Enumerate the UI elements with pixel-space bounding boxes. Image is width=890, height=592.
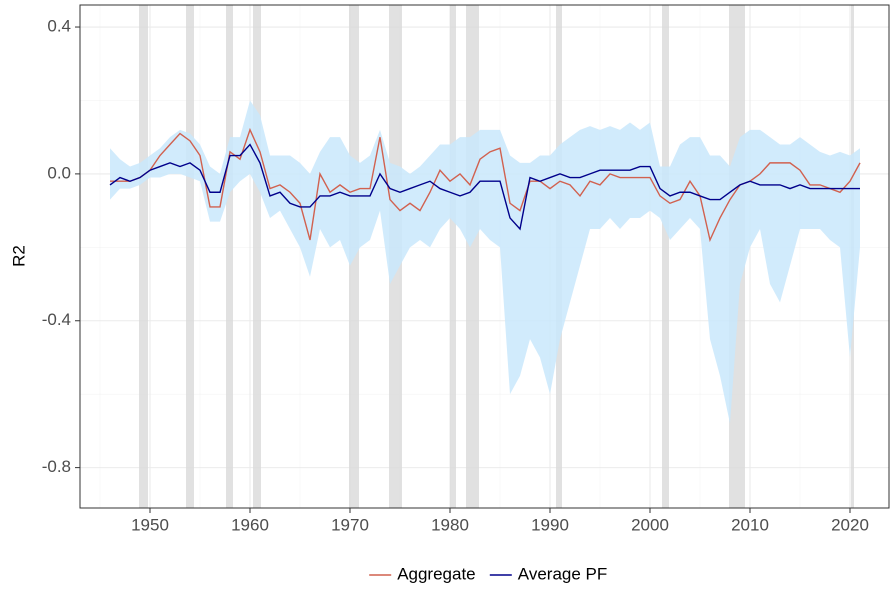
recession-band: [139, 5, 148, 508]
x-tick-label: 1980: [431, 515, 469, 534]
recession-band: [450, 5, 456, 508]
y-axis-label: R2: [9, 245, 28, 267]
plot-background: [80, 5, 889, 508]
x-tick-label: 1950: [131, 515, 169, 534]
y-tick-label: 0.4: [47, 17, 71, 36]
x-tick-label: 2010: [731, 515, 769, 534]
x-tick-label: 2000: [631, 515, 669, 534]
x-tick-label: 1990: [531, 515, 569, 534]
y-tick-label: -0.4: [42, 310, 71, 329]
y-tick-label: 0.0: [47, 163, 71, 182]
x-tick-label: 2020: [831, 515, 869, 534]
recession-band: [466, 5, 479, 508]
recession-band: [253, 5, 261, 508]
x-tick-label: 1960: [231, 515, 269, 534]
series-line: [109, 143, 860, 231]
panel-border: [79, 4, 890, 509]
x-tick-label: 1970: [331, 515, 369, 534]
legend-label: Aggregate: [397, 564, 475, 583]
confidence-band: [110, 100, 860, 424]
legend-label: Average PF: [518, 564, 607, 583]
y-tick-label: -0.8: [42, 457, 71, 476]
recession-band: [226, 5, 233, 508]
recession-band: [186, 5, 194, 508]
recession-band: [662, 5, 669, 508]
